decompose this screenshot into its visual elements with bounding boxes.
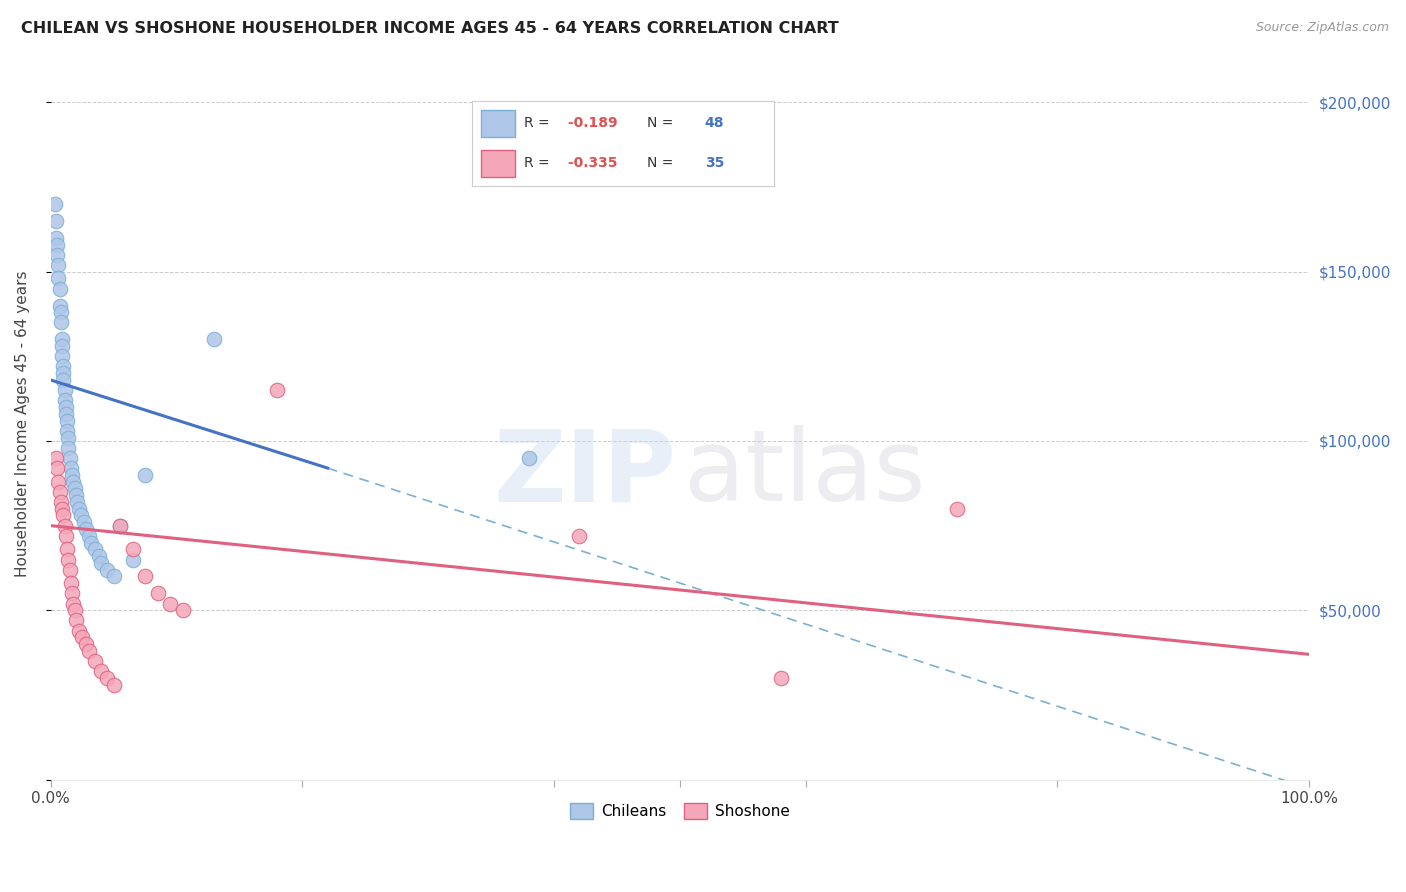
Text: ZIP: ZIP <box>494 425 676 523</box>
Point <box>59 576 82 591</box>
Point <box>121 552 143 566</box>
Point <box>53 518 76 533</box>
Point <box>49 305 72 319</box>
Point <box>59 563 82 577</box>
Point <box>70 508 93 523</box>
Point <box>44 197 66 211</box>
Legend: Chileans, Shoshone: Chileans, Shoshone <box>564 797 796 825</box>
Point <box>121 542 143 557</box>
Point <box>65 488 87 502</box>
Point <box>48 282 70 296</box>
Point <box>46 461 69 475</box>
Point <box>72 631 94 645</box>
Point <box>65 614 87 628</box>
Point <box>53 393 76 408</box>
Point <box>568 529 591 543</box>
Point <box>55 400 77 414</box>
Point <box>58 552 80 566</box>
Point <box>63 603 86 617</box>
Point <box>49 316 72 330</box>
Point <box>945 501 967 516</box>
Point <box>51 333 73 347</box>
Point <box>59 450 82 465</box>
Point <box>83 542 105 557</box>
Point <box>53 383 76 397</box>
Point <box>46 248 69 262</box>
Point <box>56 542 79 557</box>
Point <box>87 549 110 563</box>
Point <box>52 366 75 380</box>
Point <box>134 467 156 482</box>
Point <box>159 597 181 611</box>
Point <box>108 518 131 533</box>
Point <box>202 333 225 347</box>
Point <box>83 654 105 668</box>
Point <box>90 665 112 679</box>
Point <box>75 637 97 651</box>
Point <box>45 214 67 228</box>
Text: atlas: atlas <box>683 425 925 523</box>
Point <box>517 450 540 465</box>
Point <box>46 237 69 252</box>
Point <box>48 484 70 499</box>
Point <box>48 299 70 313</box>
Point <box>62 475 84 489</box>
Point <box>60 586 83 600</box>
Point <box>52 359 75 374</box>
Text: CHILEAN VS SHOSHONE HOUSEHOLDER INCOME AGES 45 - 64 YEARS CORRELATION CHART: CHILEAN VS SHOSHONE HOUSEHOLDER INCOME A… <box>21 21 839 37</box>
Point <box>52 373 75 387</box>
Point <box>45 450 67 465</box>
Point <box>55 407 77 421</box>
Point <box>77 529 100 543</box>
Y-axis label: Householder Income Ages 45 - 64 years: Householder Income Ages 45 - 64 years <box>15 271 30 577</box>
Point <box>51 339 73 353</box>
Point <box>80 535 103 549</box>
Point <box>72 515 94 529</box>
Point <box>45 231 67 245</box>
Point <box>90 556 112 570</box>
Point <box>769 671 792 685</box>
Point <box>67 501 90 516</box>
Point <box>103 569 125 583</box>
Point <box>75 522 97 536</box>
Point <box>48 258 70 272</box>
Point <box>134 569 156 583</box>
Point <box>66 495 89 509</box>
Point <box>96 563 118 577</box>
Point <box>56 424 79 438</box>
Point <box>77 644 100 658</box>
Point <box>103 678 125 692</box>
Point <box>60 467 83 482</box>
Point <box>62 597 84 611</box>
Point <box>67 624 90 638</box>
Point <box>51 349 73 363</box>
Point <box>146 586 169 600</box>
Point <box>49 495 72 509</box>
Point <box>96 671 118 685</box>
Point <box>52 508 75 523</box>
Point <box>58 441 80 455</box>
Point <box>56 414 79 428</box>
Point <box>266 383 288 397</box>
Point <box>48 475 70 489</box>
Point <box>63 482 86 496</box>
Point <box>51 501 73 516</box>
Point <box>55 529 77 543</box>
Point <box>48 271 70 285</box>
Point <box>59 461 82 475</box>
Point <box>172 603 194 617</box>
Text: Source: ZipAtlas.com: Source: ZipAtlas.com <box>1256 21 1389 35</box>
Point <box>108 518 131 533</box>
Point <box>58 431 80 445</box>
